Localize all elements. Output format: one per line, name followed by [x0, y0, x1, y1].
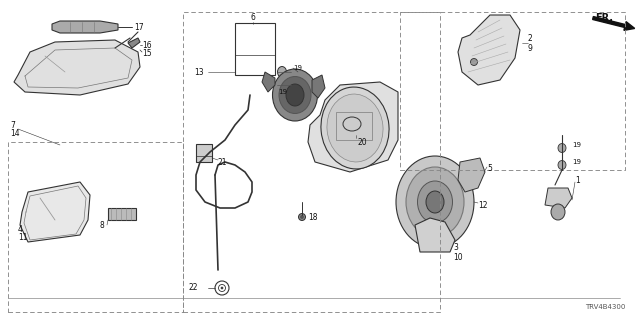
FancyArrow shape: [593, 17, 635, 30]
Text: 13: 13: [194, 68, 204, 76]
Ellipse shape: [551, 204, 565, 220]
Polygon shape: [312, 75, 325, 98]
Polygon shape: [128, 38, 140, 48]
Text: 10: 10: [453, 253, 463, 262]
Text: FR.: FR.: [595, 13, 613, 23]
Polygon shape: [545, 188, 572, 208]
Polygon shape: [262, 72, 275, 92]
Polygon shape: [458, 158, 485, 192]
Text: 4: 4: [18, 226, 23, 235]
Ellipse shape: [279, 76, 311, 114]
Text: 20: 20: [358, 138, 367, 147]
Ellipse shape: [426, 191, 444, 213]
Ellipse shape: [321, 87, 389, 169]
Text: 1: 1: [575, 175, 580, 185]
Text: 19: 19: [278, 89, 287, 95]
Ellipse shape: [470, 59, 477, 66]
Text: 12: 12: [478, 201, 488, 210]
Text: 14: 14: [10, 129, 20, 138]
Ellipse shape: [298, 213, 305, 220]
Polygon shape: [52, 21, 118, 33]
Text: 9: 9: [528, 44, 533, 52]
Text: 15: 15: [142, 49, 152, 58]
Polygon shape: [20, 182, 90, 242]
Polygon shape: [415, 218, 455, 252]
Text: 7: 7: [10, 121, 15, 130]
Text: 17: 17: [134, 22, 143, 31]
Ellipse shape: [221, 287, 223, 289]
Text: 22: 22: [189, 284, 198, 292]
Ellipse shape: [327, 94, 383, 162]
Polygon shape: [14, 40, 140, 95]
Ellipse shape: [558, 161, 566, 170]
Text: 6: 6: [251, 12, 255, 21]
Ellipse shape: [396, 156, 474, 248]
Polygon shape: [458, 15, 520, 85]
Ellipse shape: [273, 69, 317, 121]
Bar: [108, 208, 136, 220]
Text: 2: 2: [528, 34, 532, 43]
Text: 18: 18: [308, 212, 317, 221]
Ellipse shape: [286, 84, 304, 106]
Ellipse shape: [558, 143, 566, 153]
Text: TRV4B4300: TRV4B4300: [584, 304, 625, 310]
Text: 19: 19: [572, 142, 581, 148]
Text: 3: 3: [453, 244, 458, 252]
Text: 19: 19: [572, 159, 581, 165]
Text: 5: 5: [487, 164, 492, 172]
Bar: [336, 112, 372, 140]
Bar: [235, 23, 275, 75]
Text: 11: 11: [18, 234, 28, 243]
Text: 21: 21: [218, 157, 227, 166]
Text: 19: 19: [293, 65, 302, 71]
Ellipse shape: [278, 79, 287, 91]
Ellipse shape: [278, 67, 287, 77]
Ellipse shape: [417, 181, 452, 223]
Bar: [196, 144, 212, 162]
Text: 16: 16: [142, 41, 152, 50]
Polygon shape: [308, 82, 398, 172]
Ellipse shape: [406, 167, 464, 237]
Text: 8: 8: [100, 220, 105, 229]
Ellipse shape: [301, 215, 303, 219]
